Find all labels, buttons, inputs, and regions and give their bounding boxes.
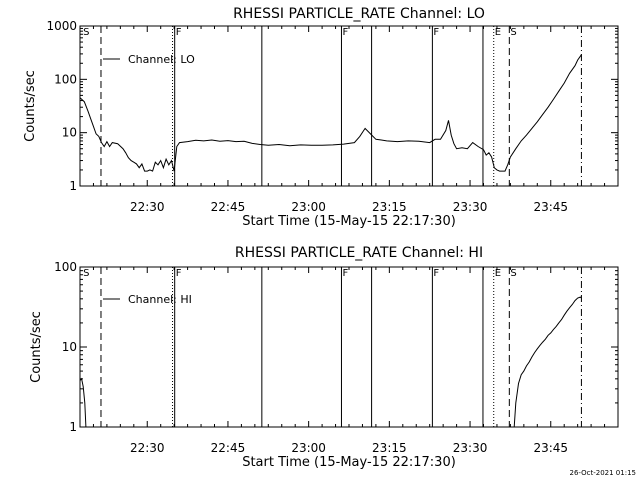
series-line [79, 377, 87, 428]
y-axis-label: Counts/sec [29, 311, 44, 383]
x-tick-label: 23:15 [372, 441, 407, 455]
chart-panel-lo: RHESSI PARTICLE_RATE Channel: LOS F F F E S22… [23, 6, 619, 229]
y-tick-label: 100 [54, 260, 77, 274]
x-tick-label: 23:00 [291, 200, 326, 214]
event-marker-label: F [176, 268, 182, 279]
chart-title: RHESSI PARTICLE_RATE Channel: LO [233, 6, 485, 22]
x-axis-label: Start Time (15-May-15 22:17:30) [242, 455, 456, 470]
y-tick-label: 10 [62, 340, 77, 354]
event-marker-label: F [433, 27, 439, 38]
x-tick-label: 22:30 [130, 441, 165, 455]
x-tick-label: 23:45 [533, 200, 568, 214]
x-tick-label: 23:30 [453, 441, 488, 455]
event-marker-label: F [342, 268, 348, 279]
event-marker-label: E [495, 268, 501, 279]
x-tick-label: 22:45 [211, 441, 246, 455]
x-tick-label: 22:45 [211, 200, 246, 214]
legend-label: Channel: LO [128, 53, 195, 66]
event-marker-label: E [495, 27, 501, 38]
y-tick-label: 100 [54, 72, 77, 86]
chart-title: RHESSI PARTICLE_RATE Channel: HI [235, 245, 483, 261]
y-tick-label: 1 [69, 179, 77, 193]
event-marker-label: S [83, 268, 89, 279]
y-tick-label: 10 [62, 126, 77, 140]
event-marker-label: F [433, 268, 439, 279]
x-tick-label: 23:45 [533, 441, 568, 455]
event-marker-label: F [342, 27, 348, 38]
x-tick-label: 23:30 [453, 200, 488, 214]
series-line [79, 54, 582, 172]
event-marker-label: S [510, 268, 516, 279]
footer-timestamp: 26-Oct-2021 01:15 [570, 469, 636, 477]
event-marker-label: S [83, 27, 89, 38]
event-marker-label: S [510, 27, 516, 38]
chart-panel-hi: RHESSI PARTICLE_RATE Channel: HIS F F F E S22… [29, 245, 619, 470]
y-tick-label: 1000 [46, 19, 77, 33]
x-tick-label: 23:15 [372, 200, 407, 214]
event-marker-label: F [176, 27, 182, 38]
legend-label: Channel: HI [128, 293, 192, 306]
x-tick-label: 23:00 [291, 441, 326, 455]
y-axis-label: Counts/sec [23, 70, 38, 142]
x-tick-label: 22:30 [130, 200, 165, 214]
y-tick-label: 1 [69, 420, 77, 434]
x-axis-label: Start Time (15-May-15 22:17:30) [242, 214, 456, 229]
series-line [513, 296, 582, 428]
